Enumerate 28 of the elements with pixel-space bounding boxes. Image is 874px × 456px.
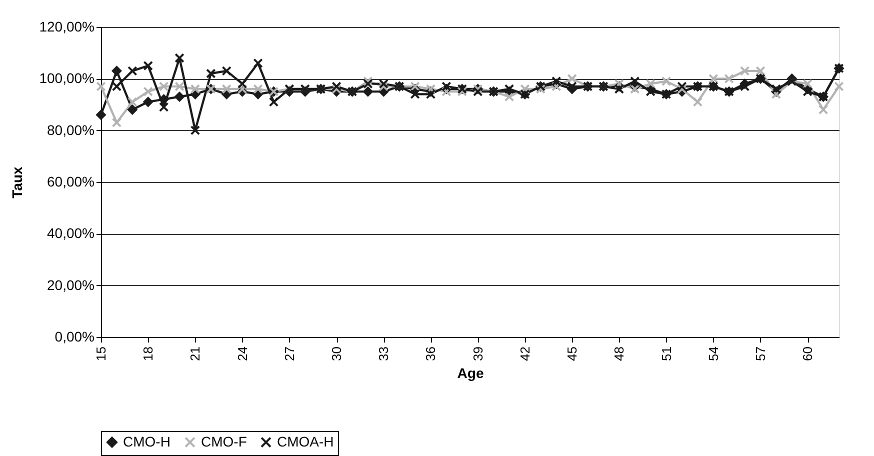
- y-tick-label: 40,00%: [47, 225, 94, 242]
- x-tick-label: 54: [706, 346, 721, 361]
- x-tick-label: 51: [658, 346, 674, 361]
- y-tick-label: 0,00%: [54, 328, 94, 344]
- legend-label: CMOA-H: [277, 433, 334, 450]
- x-tick-label: 33: [376, 346, 392, 361]
- y-tick-label: 100,00%: [39, 70, 94, 86]
- x-tick-label: 42: [517, 346, 532, 361]
- x-tick-label: 15: [94, 346, 108, 361]
- x-tick-label: 24: [234, 346, 250, 361]
- y-tick-label: 20,00%: [47, 276, 94, 293]
- x-tick-label: 30: [329, 346, 344, 361]
- x-axis-title: Age: [457, 364, 484, 381]
- legend-label: CMO-H: [123, 433, 170, 450]
- x-tick-label: 39: [470, 346, 486, 361]
- x-tick-label: 36: [423, 346, 438, 361]
- y-tick-label: 60,00%: [47, 174, 94, 190]
- x-tick-label: 21: [188, 346, 203, 361]
- y-axis-title: Taux: [9, 166, 26, 198]
- x-tick-label: 27: [282, 346, 297, 361]
- legend-label: CMO-F: [201, 433, 247, 450]
- x-tick-label: 45: [564, 346, 580, 361]
- y-tick-label: 120,00%: [39, 18, 94, 34]
- y-tick-label: 80,00%: [47, 122, 94, 138]
- x-tick-label: 18: [140, 346, 156, 361]
- x-tick-label: 60: [800, 346, 816, 361]
- x-tick-label: 48: [612, 346, 627, 361]
- x-tick-label: 57: [752, 346, 768, 361]
